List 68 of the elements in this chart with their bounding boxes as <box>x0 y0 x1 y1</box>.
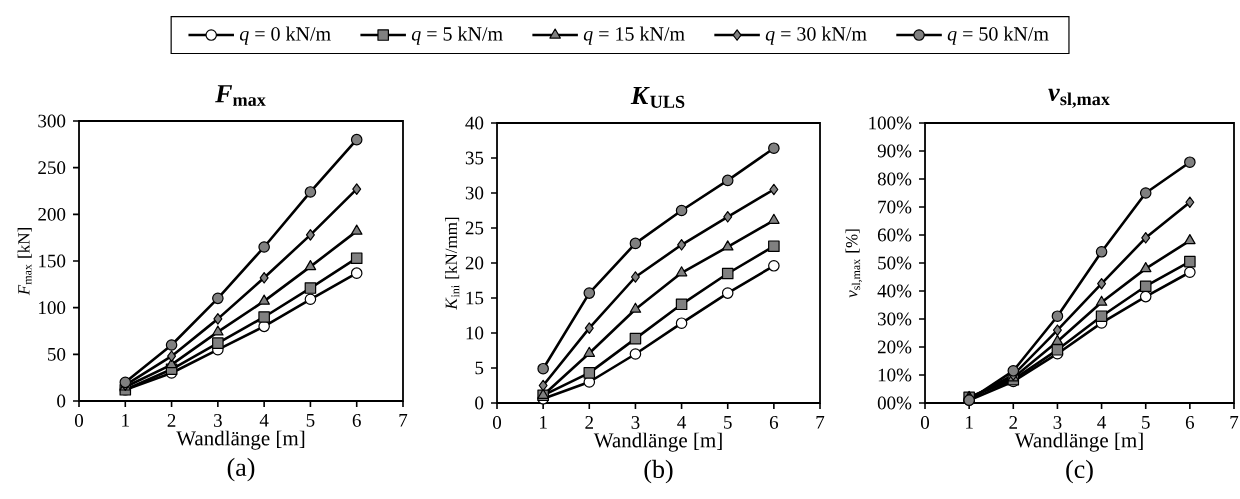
x-tick-label: 2 <box>167 414 176 427</box>
y-tick-label: 200 <box>38 207 66 221</box>
x-axis-title: Wandlänge [m] <box>176 430 305 450</box>
y-tick-label: 250 <box>38 161 66 175</box>
x-tick-label: 3 <box>1053 416 1062 429</box>
x-tick-label: 0 <box>920 416 930 429</box>
legend-label: q = 30 kN/m <box>765 26 867 45</box>
x-tick-label: 7 <box>399 414 408 427</box>
y-tick-label: 20% <box>877 340 912 354</box>
chart-title: v$_{sl,max}$ <box>1048 88 1110 108</box>
x-tick-label: 3 <box>631 416 640 429</box>
y-tick-label: 10% <box>878 368 912 382</box>
y-tick-label: 5 <box>475 361 484 375</box>
x-tick-label: 5 <box>1142 416 1150 429</box>
chart-title: F$_{max}$ <box>215 85 266 106</box>
y-tick-label: 60% <box>877 228 912 242</box>
x-tick-label: 5 <box>306 414 315 427</box>
x-tick-label: 4 <box>1097 416 1107 429</box>
x-tick-label: 4 <box>677 416 687 429</box>
x-axis-title: Wandlänge [m] <box>593 432 722 452</box>
x-tick-label: 6 <box>1185 416 1195 429</box>
y-tick-label: 90% <box>877 144 912 158</box>
text: (b) <box>644 459 673 484</box>
y-tick-label: 35 <box>465 151 484 165</box>
x-tick-label: 3 <box>214 414 222 427</box>
y-tick-label: 100 <box>39 301 66 315</box>
x-tick-label: 7 <box>816 416 825 429</box>
y-tick-label: 80% <box>877 172 912 186</box>
y-tick-label: 30% <box>878 312 912 326</box>
x-tick-label: 2 <box>585 416 594 429</box>
x-tick-label: 1 <box>122 414 129 427</box>
y-tick-label: 50% <box>878 256 912 270</box>
y-tick-label: 150 <box>39 254 66 268</box>
y-tick-label: 70% <box>878 200 912 214</box>
text: (a) <box>227 457 255 482</box>
y-axis-title: K$_{ini}$ [kN/mm] <box>445 217 460 310</box>
y-tick-label: 50 <box>48 347 66 361</box>
y-tick-label: 0 <box>475 396 484 410</box>
y-tick-label: 30 <box>465 186 484 200</box>
y-tick-label: 40 <box>465 116 484 130</box>
y-tick-label: 25 <box>465 221 484 235</box>
y-tick-label: 100% <box>869 116 912 130</box>
y-tick-label: 40% <box>877 284 912 298</box>
y-axis-title: F$_{max}$ [kN] <box>17 228 32 296</box>
x-tick-label: 7 <box>1230 416 1239 429</box>
x-tick-label: 1 <box>540 416 547 429</box>
text: (c) <box>1066 459 1093 484</box>
x-tick-label: 0 <box>74 414 84 427</box>
legend-label: q = 15 kN/m <box>583 26 685 45</box>
x-axis-title: Wandlänge [m] <box>1014 432 1143 452</box>
x-tick-label: 1 <box>966 416 973 429</box>
chart-title: K$_{ULS}$ <box>630 86 685 108</box>
legend-label: q = 5 kN/m <box>411 26 503 45</box>
y-tick-label: 15 <box>466 291 484 305</box>
y-tick-label: 00% <box>877 396 912 410</box>
y-tick-label: 300 <box>38 114 66 128</box>
x-tick-label: 0 <box>492 416 502 429</box>
x-tick-label: 4 <box>259 414 269 427</box>
y-axis-title: v$_{sl,max}$ [%] <box>845 229 862 298</box>
y-tick-label: 0 <box>57 394 66 408</box>
x-tick-label: 6 <box>769 416 779 429</box>
legend-label: q = 50 kN/m <box>947 26 1049 45</box>
x-tick-label: 2 <box>1009 416 1018 429</box>
y-tick-label: 10 <box>466 326 484 340</box>
legend-label: q = 0 kN/m <box>239 26 331 45</box>
x-tick-label: 5 <box>724 416 732 429</box>
y-tick-label: 20 <box>465 256 484 270</box>
x-tick-label: 6 <box>352 414 361 427</box>
